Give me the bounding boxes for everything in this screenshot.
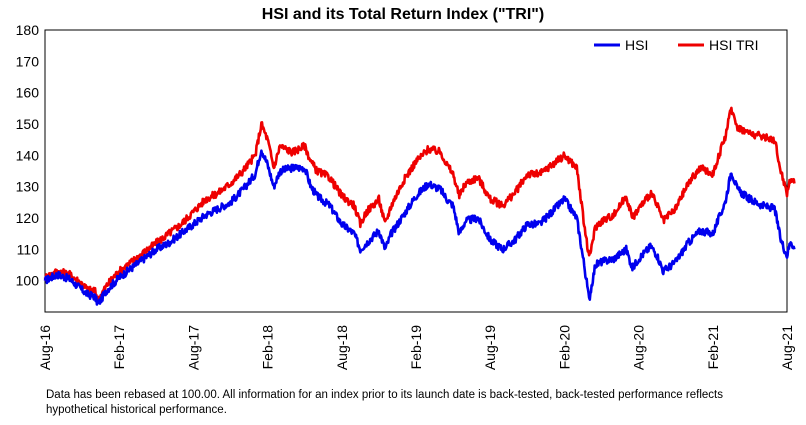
legend-label: HSI TRI — [709, 37, 759, 53]
y-tick-label: 130 — [16, 179, 40, 195]
series-lines — [43, 106, 796, 306]
x-tick-label: Aug-20 — [631, 325, 647, 370]
plot-area — [44, 29, 788, 313]
x-tick-label: Feb-21 — [705, 325, 721, 370]
x-tick-label: Feb-19 — [408, 325, 424, 370]
footnote: Data has been rebased at 100.00. All inf… — [46, 389, 723, 416]
chart: 100 110 120 130 140 150 160 170 180 Aug-16 Feb-17… — [16, 22, 796, 370]
y-tick-label: 120 — [16, 210, 40, 226]
y-tick-label: 160 — [16, 85, 40, 101]
x-tick-label: Feb-20 — [556, 325, 572, 370]
legend-label: HSI — [625, 37, 648, 53]
y-axis: 100 110 120 130 140 150 160 170 180 — [16, 22, 40, 289]
chart-title: HSI and its Total Return Index ("TRI") — [261, 6, 545, 23]
x-tick-label: Aug-16 — [37, 325, 53, 370]
y-tick-label: 150 — [16, 116, 40, 132]
y-tick-label: 100 — [16, 273, 40, 289]
y-tick-label: 180 — [16, 22, 40, 38]
series-line-hsi-tri — [43, 106, 796, 303]
y-tick-label: 170 — [16, 53, 40, 69]
x-tick-label: Feb-18 — [260, 325, 276, 370]
x-tick-label: Feb-17 — [111, 325, 127, 370]
x-tick-label: Aug-18 — [334, 325, 350, 370]
y-tick-label: 140 — [16, 147, 40, 163]
y-tick-label: 110 — [17, 241, 40, 257]
x-tick-label: Aug-21 — [779, 325, 795, 370]
series-line-hsi — [43, 149, 796, 306]
legend: HSI HSI TRI — [594, 37, 759, 53]
x-tick-label: Aug-19 — [482, 325, 498, 370]
x-axis: Aug-16 Feb-17 Aug-17 Feb-18 Aug-18 Feb-19 Aug-… — [37, 325, 795, 370]
x-tick-label: Aug-17 — [185, 325, 201, 370]
